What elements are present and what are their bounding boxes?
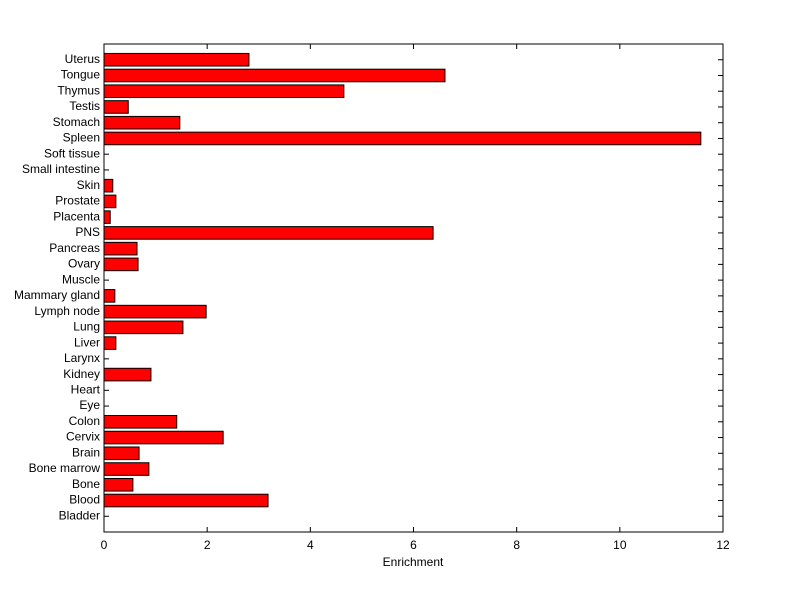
y-tick-label: Bladder: [59, 508, 100, 522]
y-tick-label: Colon: [69, 414, 100, 428]
bar: [103, 477, 134, 492]
y-tick-label: Prostate: [55, 194, 100, 208]
bar: [103, 304, 207, 319]
bar: [103, 210, 111, 224]
y-tick-label: Small intestine: [22, 162, 100, 176]
y-tick-label: Lymph node: [34, 304, 100, 318]
y-tick-label: Lung: [73, 320, 100, 334]
bar: [103, 446, 140, 461]
bar: [103, 430, 224, 445]
y-tick-label: Ovary: [68, 257, 100, 271]
y-tick-label: Heart: [71, 382, 101, 396]
y-tick-label: Thymus: [57, 83, 100, 97]
y-tick-label: Uterus: [65, 52, 100, 66]
y-tick-label: Tongue: [61, 68, 101, 82]
bar: [103, 52, 250, 67]
bar: [103, 84, 345, 99]
x-tick-label: 6: [410, 538, 417, 552]
bar: [103, 462, 150, 476]
bar: [103, 257, 139, 272]
y-tick-label: Soft tissue: [44, 146, 100, 160]
bar: [103, 115, 181, 130]
bar: [103, 289, 116, 303]
bar: [103, 241, 138, 256]
y-tick-label: Cervix: [66, 430, 100, 444]
y-tick-label: Pancreas: [49, 241, 100, 255]
y-tick-label: Liver: [74, 335, 100, 349]
y-tick-label: PNS: [75, 225, 100, 239]
x-tick-label: 8: [513, 538, 520, 552]
plot-frame: [103, 43, 724, 533]
bar: [103, 320, 184, 335]
y-tick-label: Eye: [79, 398, 100, 412]
bar: [103, 131, 702, 146]
x-tick-label: 4: [307, 538, 314, 552]
bar: [103, 178, 114, 193]
y-tick-label: Spleen: [63, 131, 100, 145]
bar: [103, 226, 434, 240]
x-tick-label: 0: [101, 538, 108, 552]
y-tick-label: Bone marrow: [29, 461, 101, 475]
bar: [103, 493, 269, 508]
x-tick-label: 10: [613, 538, 627, 552]
x-axis-label: Enrichment: [383, 555, 444, 569]
y-tick-label: Placenta: [53, 209, 100, 223]
y-tick-label: Larynx: [64, 351, 100, 365]
x-tick-label: 2: [204, 538, 211, 552]
bar: [103, 415, 178, 429]
y-tick-label: Bone: [72, 477, 100, 491]
y-tick-label: Skin: [77, 178, 100, 192]
bar: [103, 367, 152, 382]
bar: [103, 68, 446, 83]
x-tick-label: 12: [716, 538, 730, 552]
bar: [103, 336, 117, 350]
y-tick-label: Muscle: [62, 272, 100, 286]
y-tick-label: Brain: [72, 445, 100, 459]
bar: [103, 100, 129, 114]
y-tick-label: Blood: [69, 493, 100, 507]
y-tick-label: Mammary gland: [14, 288, 100, 302]
y-tick-label: Testis: [69, 99, 100, 113]
bar: [103, 194, 117, 209]
y-tick-label: Kidney: [63, 367, 100, 381]
y-tick-label: Stomach: [53, 115, 100, 129]
